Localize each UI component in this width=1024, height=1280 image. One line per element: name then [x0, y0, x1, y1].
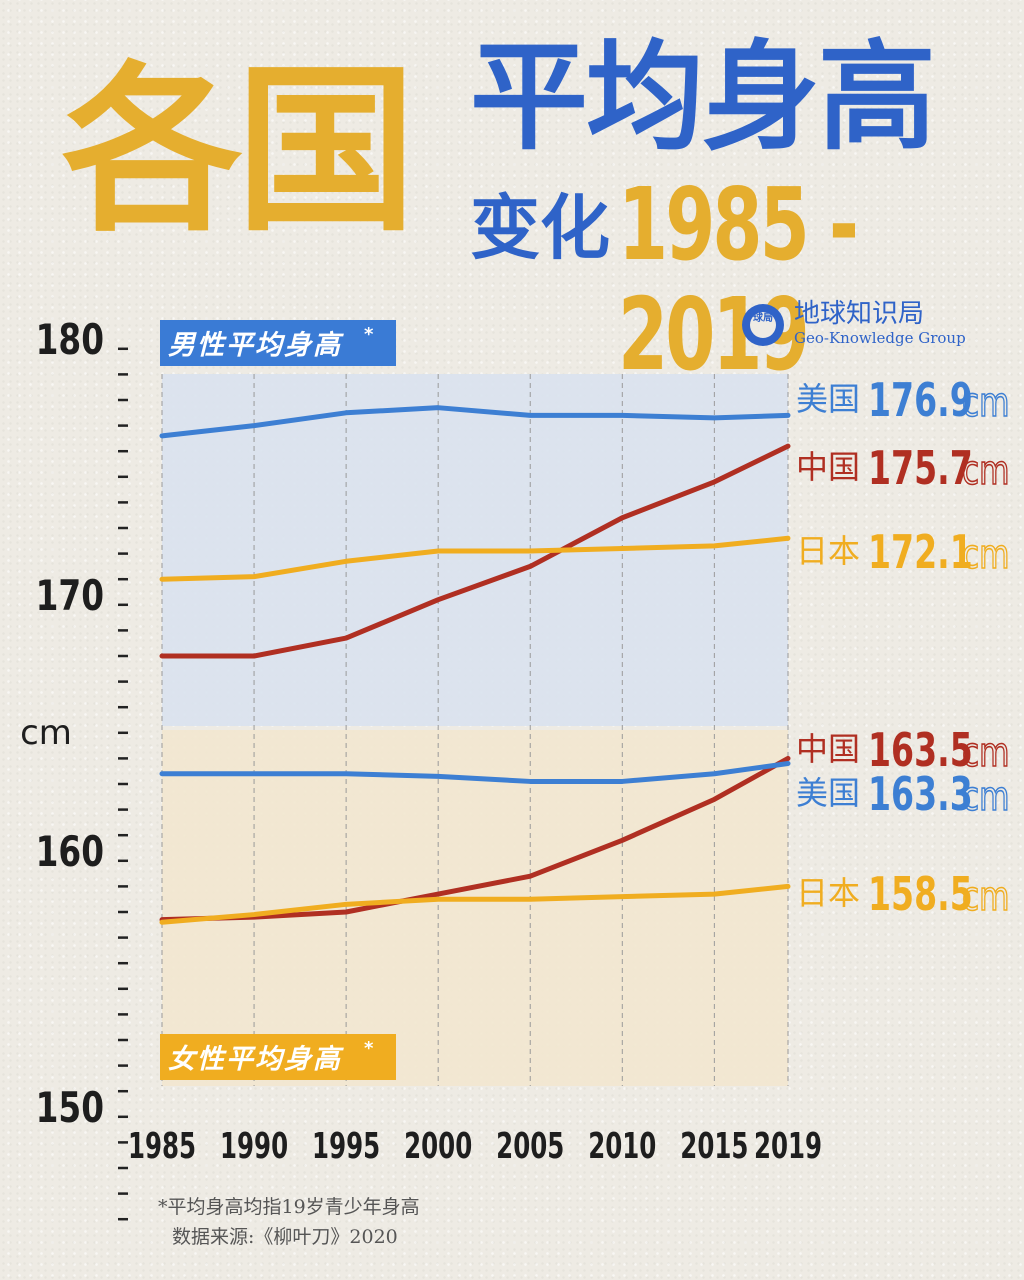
footnote-source: 数据来源:《柳叶刀》2020 [172, 1226, 398, 1248]
series-end-value: 163.3 [868, 769, 973, 822]
footnote-definition: *平均身高均指19岁青少年身高 [158, 1196, 420, 1218]
globe-icon: 球局 [742, 304, 784, 346]
series-name-label: 中国 [796, 730, 860, 768]
series-end-value: 172.1 [868, 527, 973, 580]
logo-name-cn: 地球知识局 [794, 299, 925, 329]
series-end-value: 176.9 [868, 375, 973, 428]
x-tick-label: 1990 [220, 1125, 288, 1167]
x-tick-label: 2005 [496, 1125, 564, 1167]
x-tick-label: 1985 [128, 1125, 196, 1167]
footnote: *平均身高均指19岁青少年身高 数据来源:《柳叶刀》2020 [158, 1192, 420, 1252]
x-tick-label: 2000 [404, 1125, 472, 1167]
series-name-label: 美国 [796, 380, 860, 418]
x-tick-label: 2019 [754, 1125, 822, 1167]
panel-tag-label: 男性平均身高 [168, 330, 344, 361]
series-line [159, 883, 791, 925]
series-end-unit: cm [962, 532, 1010, 578]
panel-tag-bg [160, 1034, 396, 1080]
series-end-value: 163.5 [868, 725, 973, 778]
series-end-value: 158.5 [868, 869, 973, 922]
series-end-value: 175.7 [868, 443, 973, 496]
y-tick-label: 180 [36, 315, 104, 364]
series-line [159, 535, 791, 582]
series-end-unit: cm [962, 448, 1010, 494]
series-end-unit: cm [962, 774, 1010, 820]
series-name-label: 日本 [796, 874, 860, 912]
title-average-height: 平均身高 [470, 28, 936, 166]
female-band [162, 730, 788, 1086]
panel-tag-asterisk: * [364, 324, 374, 345]
y-axis-label: cm [20, 713, 72, 753]
y-tick-label: 170 [36, 571, 104, 620]
series-end-unit: cm [962, 874, 1010, 920]
title-change: 变化 [470, 187, 610, 269]
y-tick-label: 150 [36, 1083, 104, 1132]
panel-tag-asterisk: * [364, 1038, 374, 1059]
series-name-label: 中国 [796, 448, 860, 486]
panel-tag-bg [160, 320, 396, 366]
series-name-label: 日本 [796, 532, 860, 570]
series-name-label: 美国 [796, 774, 860, 812]
series-line [159, 755, 791, 923]
series-end-unit: cm [962, 380, 1010, 426]
logo-badge: 球局 [750, 312, 776, 338]
panel-tag-label: 女性平均身高 [168, 1044, 344, 1075]
title-countries: 各国 [62, 47, 416, 256]
series-line [159, 761, 791, 784]
brand-logo: 球局 地球知识局 Geo-Knowledge Group [742, 298, 982, 354]
x-tick-label: 2015 [680, 1125, 748, 1167]
y-tick-label: 160 [36, 827, 104, 876]
series-line [159, 405, 791, 439]
x-tick-label: 1995 [312, 1125, 380, 1167]
logo-name-en: Geo-Knowledge Group [794, 329, 966, 347]
series-end-unit: cm [962, 730, 1010, 776]
x-tick-label: 2010 [588, 1125, 656, 1167]
series-line [159, 443, 791, 659]
